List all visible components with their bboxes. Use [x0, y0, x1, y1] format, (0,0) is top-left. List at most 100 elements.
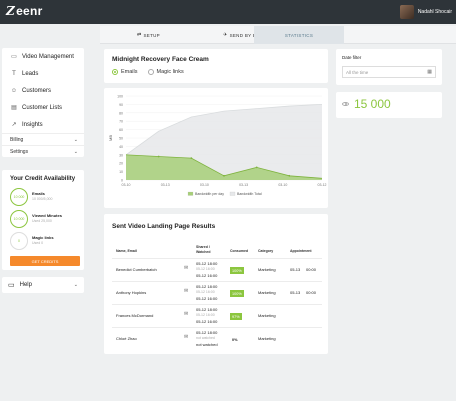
legend-swatch [229, 191, 236, 196]
list-icon: ▤ [11, 105, 17, 111]
avatar[interactable] [399, 5, 414, 19]
row-watched: 05-12 16:00 [196, 296, 218, 301]
y-tick-label: 50 [119, 137, 123, 141]
get-credits-button[interactable]: GET CREDITS [10, 256, 80, 266]
credits-title: Your Credit Availability [10, 176, 76, 182]
chevron-down-icon: ⌄ [73, 136, 78, 143]
data-point [288, 174, 291, 177]
sidebar-item-insights[interactable]: ↗ Insights [11, 121, 43, 129]
y-tick-label: 20 [119, 162, 123, 166]
x-tick-label: 03-13 [161, 183, 170, 187]
x-tick-label: 03-10 [122, 183, 131, 187]
radio-magic-links[interactable] [147, 69, 154, 75]
data-point [190, 157, 193, 160]
sidebar-item-billing[interactable]: Billing ⌄ [2, 133, 84, 145]
chart-svg: 0 10 20 30 40 50 60 70 80 90 100 MB 03-10 03-13 03-10 0… [108, 95, 327, 197]
step-tabs: ⇄ SETUP ✈ SEND BY EMAIL STATISTICS [100, 26, 456, 44]
y-tick-label: 30 [119, 153, 123, 157]
y-tick-label: 70 [119, 120, 123, 124]
date-filter-label: Date filter [342, 55, 362, 60]
series-area [126, 154, 322, 180]
y-tick-label: 90 [119, 103, 123, 107]
row-name: Chloé Zhao [116, 336, 137, 341]
data-point [157, 155, 160, 158]
bandwidth-chart: 0 10 20 30 40 50 60 70 80 90 100 MB 03-10 03-13 03-10 0… [104, 88, 328, 208]
row-appointment-date: 05-13 [290, 290, 301, 295]
consumed-badge: 100% [230, 267, 244, 274]
campaign-title: Midnight Recovery Face Cream [112, 56, 209, 63]
consumed-badge: 97% [230, 313, 242, 320]
date-filter-card: Date filter All the time ▦ [336, 49, 442, 85]
mail-icon[interactable]: ✉ [184, 334, 189, 340]
table-row[interactable]: Chloé Zhao ✉ 05-12 18:00 not watched not wat… [112, 327, 322, 349]
chevron-down-icon: ⌄ [73, 282, 78, 288]
mail-icon[interactable]: ✉ [184, 265, 189, 271]
tab-statistics[interactable]: STATISTICS [254, 26, 344, 44]
y-tick-label: 60 [119, 128, 123, 132]
table-row[interactable]: Benedict Cumberbatch ✉ 05-12 18:00 05-12 16… [112, 258, 322, 280]
sidebar-item-leads[interactable]: T Leads [2, 65, 84, 82]
person-icon: ☺ [10, 87, 18, 94]
views-count: 15 000 [354, 97, 391, 111]
col-consumed: Consumed [230, 249, 249, 253]
credit-availability-panel: Your Credit Availability 10 000 Emails 1… [2, 170, 84, 270]
series-line [125, 104, 323, 156]
send-icon: ✈ [223, 32, 228, 38]
table-row[interactable]: Anthony Hopkins ✉ 05-12 18:00 05-12 16:00 05… [112, 281, 322, 303]
credit-item-magic-links: 0 Magic links Used 0 [10, 232, 82, 254]
calendar-icon: ▦ [427, 69, 432, 75]
tab-send-by-email[interactable]: ✈ SEND BY EMAIL [223, 32, 268, 38]
credit-item-viewed-minutes: 10 000 Viewed Minutes Used 25,000 [10, 210, 82, 232]
radio-emails[interactable] [112, 69, 118, 75]
y-tick-label: 40 [119, 145, 123, 149]
y-tick-label: 10 [119, 170, 123, 174]
mail-icon[interactable]: ✉ [184, 311, 189, 317]
row-appointment-date: 05-13 [290, 267, 301, 272]
x-tick-label: 03-12 [318, 183, 327, 187]
results-title: Sent Video Landing Page Results [112, 223, 216, 230]
row-category: Marketing [258, 267, 276, 272]
x-tick-label: 03-13 [239, 183, 248, 187]
row-watched-a: 05-12 16:00 [196, 290, 215, 294]
app-logo[interactable]: Zeenr [6, 4, 43, 18]
y-tick-label: 100 [117, 95, 123, 99]
consumed-badge: 100% [230, 290, 244, 297]
views-stat-card: 15 000 [336, 92, 442, 118]
shuffle-icon: ⇄ [136, 32, 142, 38]
mail-icon[interactable]: ✉ [184, 288, 189, 294]
campaign-card: Midnight Recovery Face Cream Emails Magi… [104, 49, 328, 83]
row-watched-a: 05-12 16:00 [196, 267, 215, 271]
row-shared: 05-12 18:00 [196, 261, 218, 266]
row-watched: 05-12 16:00 [196, 273, 218, 278]
row-appointment-time: 00:00 [306, 267, 317, 272]
row-shared: 05-12 18:00 [196, 330, 218, 335]
row-category: Marketing [258, 290, 276, 295]
data-point [255, 166, 258, 169]
help-menu[interactable]: ▭ Help ⌄ [2, 277, 84, 293]
sidebar: ▭ Video Management T Leads ☺ Customers ▤ Cus… [2, 48, 84, 157]
sidebar-item-customers[interactable]: ☺ Customers [10, 87, 52, 94]
top-bar: Zeenr Nadahl Shocair [0, 0, 456, 24]
row-watched: not watched [196, 342, 218, 347]
date-filter-input[interactable]: All the time ▦ [342, 66, 436, 78]
user-menu[interactable]: Nadahl Shocair [399, 4, 452, 20]
row-watched-a: 05-12 16:00 [196, 313, 215, 317]
sidebar-item-settings[interactable]: Settings ⌄ [2, 145, 84, 157]
sidebar-item-customer-lists[interactable]: ▤ Customer Lists [11, 104, 63, 112]
tab-setup[interactable]: ⇄ SETUP [136, 32, 160, 38]
row-category: Marketing [258, 313, 276, 318]
row-name: Anthony Hopkins [116, 290, 147, 295]
legend-swatch [187, 191, 194, 196]
table-row[interactable]: Frances McDormand ✉ 05-12 18:00 05-12 16:00… [112, 304, 322, 326]
row-shared: 05-12 18:00 [196, 307, 218, 312]
col-shared: Shared / Watched [196, 245, 211, 254]
eye-icon [342, 102, 349, 106]
x-tick-label: 03-10 [278, 183, 287, 187]
data-point [223, 174, 225, 177]
funnel-icon: T [12, 70, 16, 77]
col-name: Name, Email [116, 249, 137, 253]
consumed-badge: 0% [232, 337, 238, 342]
sidebar-item-video-management[interactable]: ▭ Video Management [11, 53, 74, 61]
y-tick-label: 0 [121, 179, 123, 183]
video-icon: ▭ [11, 54, 17, 60]
